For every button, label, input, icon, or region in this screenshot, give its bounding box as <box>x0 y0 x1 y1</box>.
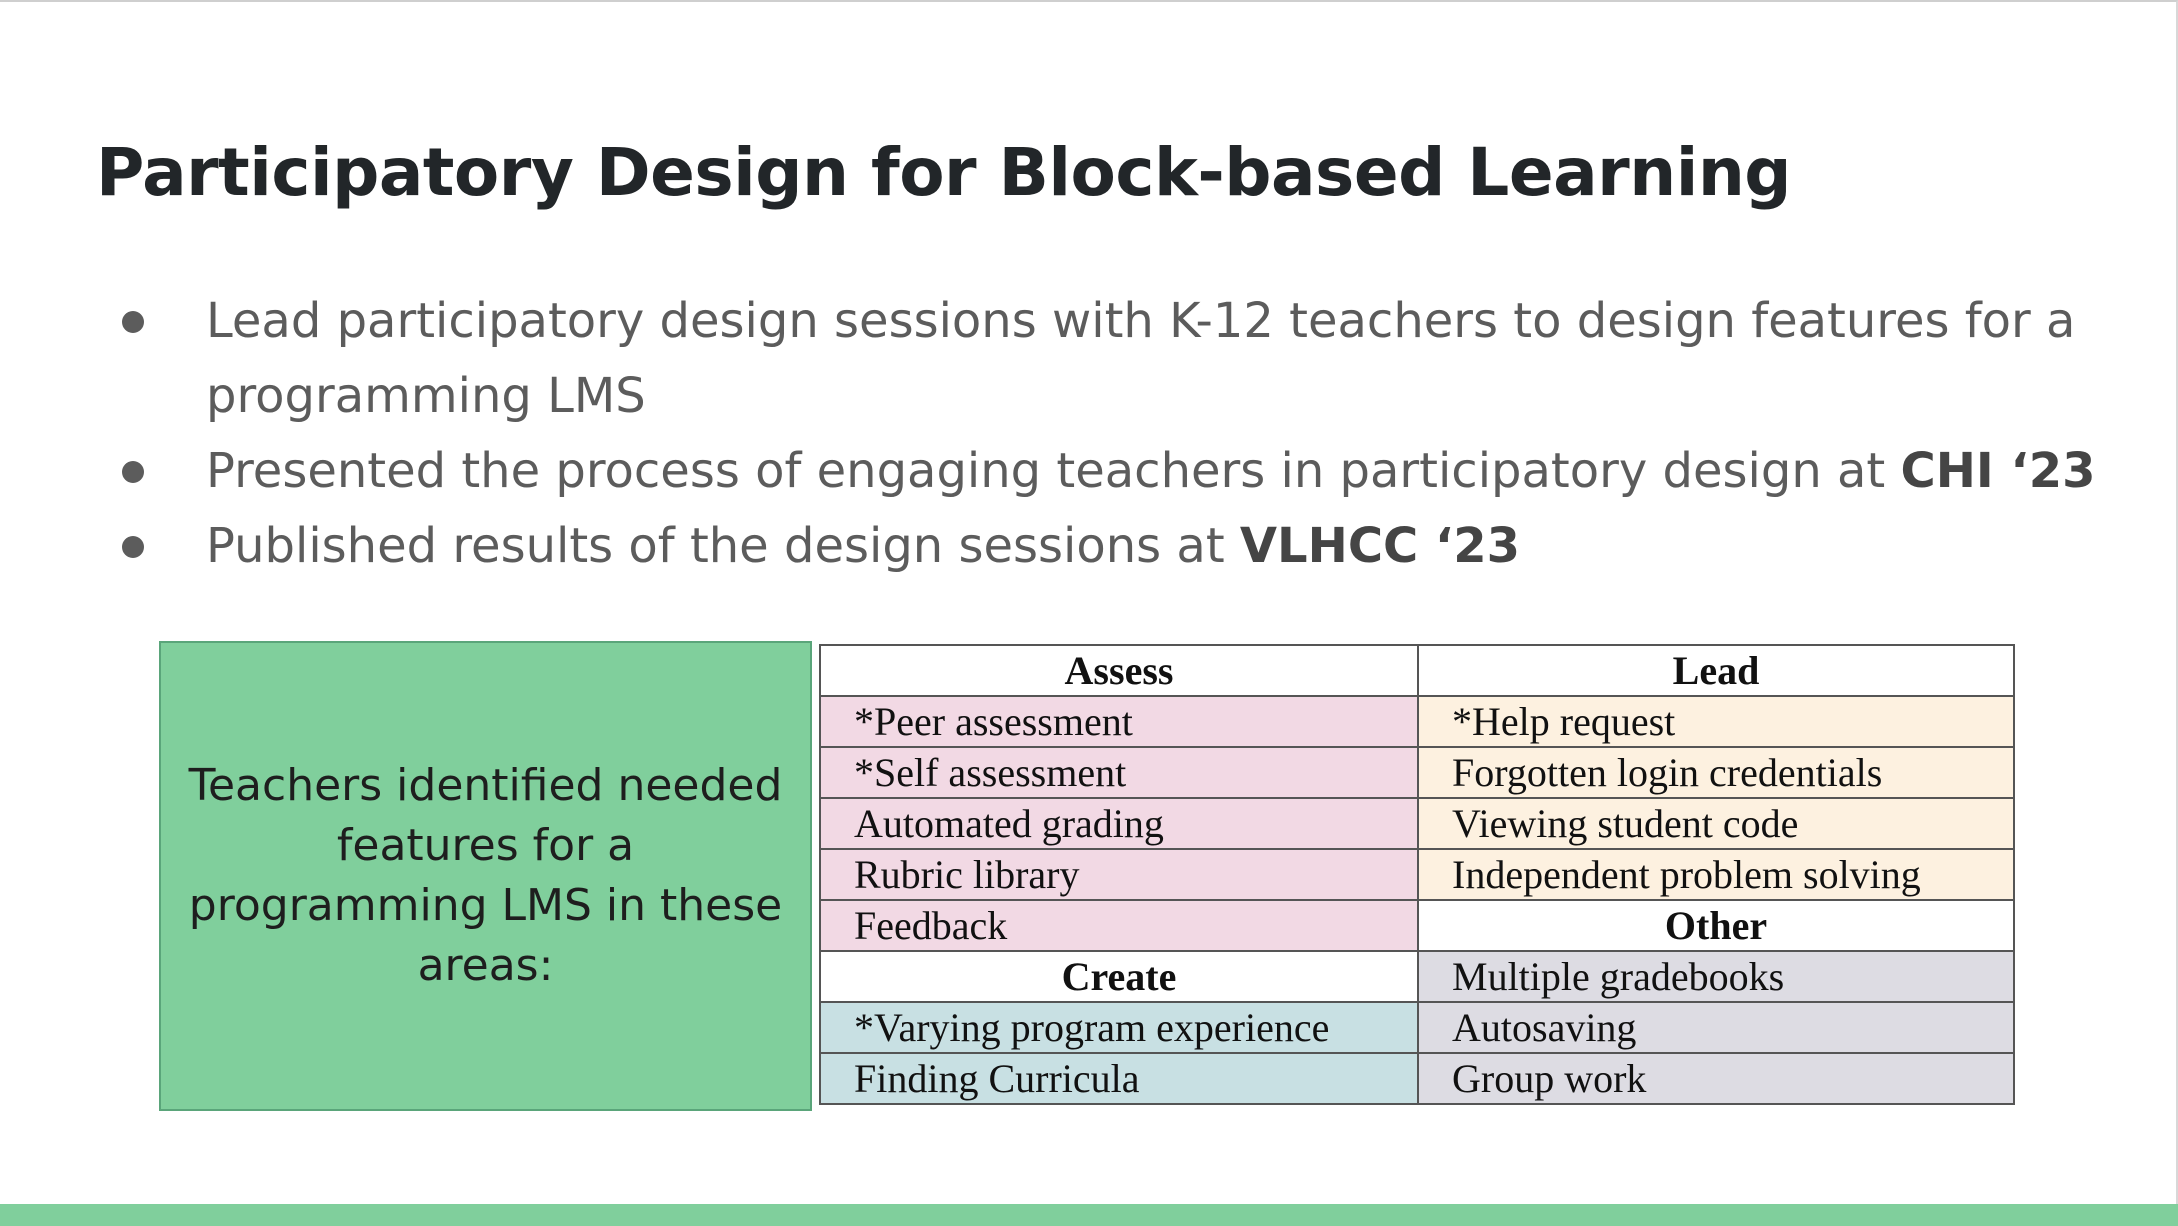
table-row: *Self assessment Forgotten login credent… <box>819 746 2015 799</box>
lead-cell: Independent problem solving <box>1417 848 2015 901</box>
assess-cell: Rubric library <box>819 848 1419 901</box>
footer-accent-bar <box>0 1204 2178 1226</box>
bullet-venue: CHI ‘23 <box>1900 443 2096 499</box>
other-cell: Group work <box>1417 1052 2015 1105</box>
table-row: Rubric library Independent problem solvi… <box>819 848 2015 901</box>
bullet-text: Published results of the design sessions… <box>206 518 1240 574</box>
slide-title: Participatory Design for Block-based Lea… <box>96 134 1792 211</box>
bullet-text: Presented the process of engaging teache… <box>206 443 1901 499</box>
table-row: *Peer assessment *Help request <box>819 695 2015 748</box>
table-row: Create Multiple gradebooks <box>819 950 2015 1003</box>
bullet-dot-icon <box>122 461 144 483</box>
lead-cell: Viewing student code <box>1417 797 2015 850</box>
other-cell: Autosaving <box>1417 1001 2015 1054</box>
callout-box: Teachers identified needed features for … <box>159 641 812 1111</box>
lead-cell: *Help request <box>1417 695 2015 748</box>
table-row: Feedback Other <box>819 899 2015 952</box>
create-cell: Finding Curricula <box>819 1052 1419 1105</box>
assess-cell: Feedback <box>819 899 1419 952</box>
features-table: Assess Lead *Peer assessment *Help reque… <box>819 644 2015 1105</box>
create-header: Create <box>819 950 1419 1003</box>
callout-text: Teachers identified needed features for … <box>188 760 783 991</box>
lead-cell: Forgotten login credentials <box>1417 746 2015 799</box>
bullet-item: Lead participatory design sessions with … <box>118 284 2128 434</box>
other-header: Other <box>1417 899 2015 952</box>
table-row: Assess Lead <box>819 644 2015 697</box>
other-cell: Multiple gradebooks <box>1417 950 2015 1003</box>
bullet-item: Presented the process of engaging teache… <box>118 434 2128 509</box>
table-row: Finding Curricula Group work <box>819 1052 2015 1105</box>
bullet-text: Lead participatory design sessions with … <box>206 293 2076 424</box>
bullet-venue: VLHCC ‘23 <box>1239 518 1521 574</box>
assess-cell: Automated grading <box>819 797 1419 850</box>
bullet-list: Lead participatory design sessions with … <box>118 284 2128 584</box>
bullet-dot-icon <box>122 536 144 558</box>
create-cell: *Varying program experience <box>819 1001 1419 1054</box>
bullet-dot-icon <box>122 311 144 333</box>
bullet-item: Published results of the design sessions… <box>118 509 2128 584</box>
table-row: Automated grading Viewing student code <box>819 797 2015 850</box>
lead-header: Lead <box>1417 644 2015 697</box>
assess-cell: *Peer assessment <box>819 695 1419 748</box>
table-row: *Varying program experience Autosaving <box>819 1001 2015 1054</box>
assess-cell: *Self assessment <box>819 746 1419 799</box>
assess-header: Assess <box>819 644 1419 697</box>
